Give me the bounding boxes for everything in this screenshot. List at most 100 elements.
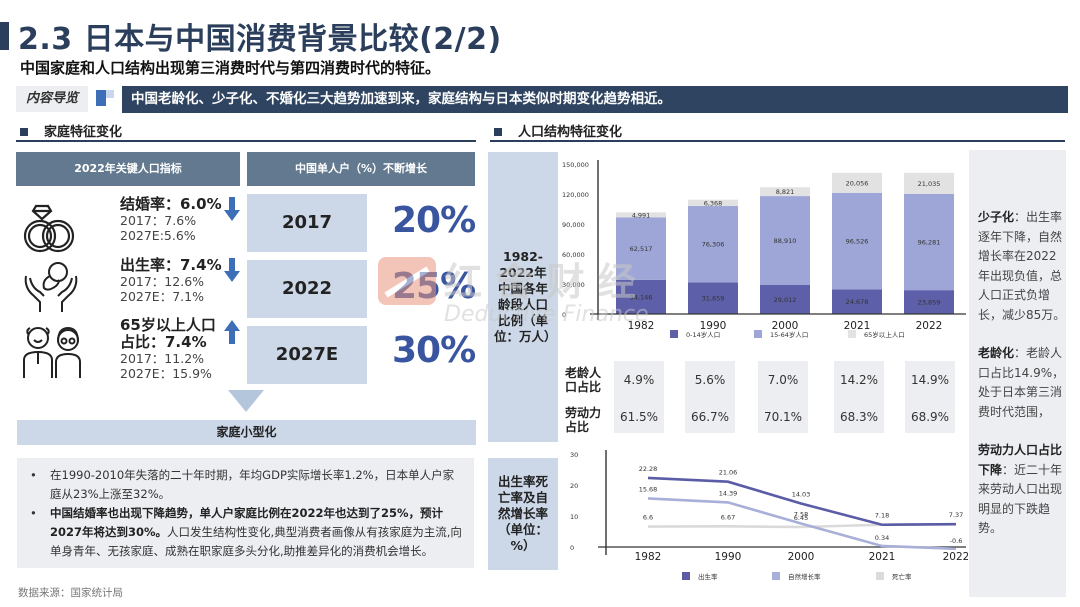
- bar-value-label: 4,991: [632, 211, 651, 219]
- x-tick-label: 2022: [943, 551, 968, 563]
- year-box-2022: 2022: [247, 260, 367, 318]
- legend-label: 出生率: [698, 572, 718, 581]
- pct-2027e: 30%: [392, 330, 476, 371]
- rates-line-chart: 0 10 20 30 6.6 6.67 6.45 15.68 14.39 7.58 0.34 -0.6…: [570, 450, 968, 581]
- x-tick-label: 1990: [700, 320, 727, 332]
- metric-title: 结婚率：6.0%: [120, 195, 222, 213]
- legend-swatch: [682, 572, 690, 580]
- legend-label: 死亡率: [892, 572, 912, 581]
- line-value-label: 0.34: [875, 534, 889, 542]
- note-shaozihua: 少子化：出生率逐年下降，自然增长率在2022年出现负值，总人口正式负增长，减少8…: [978, 208, 1066, 325]
- page-title: 2.3 日本与中国消费背景比较(2/2): [18, 22, 502, 57]
- y-tick-label: 150,000: [562, 161, 589, 169]
- population-bar-chart: 0 30,000 60,000 90,000 120,000 150,000 34,146 6…: [562, 160, 966, 339]
- note-text: 人口发生结构性变化,典型消费者画像从有孩家庭为主流,向单身青年、无孩家庭、成熟在…: [50, 525, 462, 558]
- year-box-2017: 2017: [247, 194, 367, 252]
- legend-label: 自然增长率: [788, 572, 821, 581]
- birth-rate-metric: 出生率：7.4% 2017：12.6% 2027E：7.1%: [120, 256, 222, 305]
- labor-value: 66.7%: [690, 410, 730, 424]
- x-tick-label: 2021: [844, 320, 871, 332]
- section-title: 人口结构特征变化: [518, 125, 623, 140]
- note-bold: 老龄化: [978, 346, 1015, 360]
- elderly-ratio-metric: 65岁以上人口 占比：7.4% 2017：11.2% 2027E：15.9%: [120, 317, 216, 382]
- labor-row-label: 劳动力占比: [565, 406, 602, 434]
- note-bold: 少子化: [978, 210, 1015, 224]
- y-tick-label: 120,000: [562, 191, 589, 199]
- x-tick-label: 2000: [788, 551, 815, 563]
- guide-banner: 中国老龄化、少子化、不婚化三大趋势加速到来，家庭结构与日本类似时期变化趋势相近。: [122, 86, 1068, 113]
- x-tick-label: 2021: [869, 551, 896, 563]
- note-text: 在1990-2010年失落的二十年时期，年均GDP实际增长率1.2%，日本单人户…: [50, 468, 455, 501]
- line-value-label: 22.28: [639, 465, 658, 473]
- bar-segment: [616, 212, 666, 218]
- book-icon: [96, 90, 114, 106]
- bar-segment: [832, 172, 882, 193]
- bar-value-label: 76,306: [702, 241, 725, 249]
- bar-segment: [904, 290, 954, 314]
- indicators-header: 2022年关键人口指标: [16, 152, 240, 186]
- legend-swatch: [670, 330, 678, 338]
- metric-2027e: 2027E：7.1%: [120, 289, 204, 304]
- stat-cell: [834, 361, 884, 433]
- metric-2017: 2017：12.6%: [120, 274, 205, 289]
- bar-segment: [616, 217, 666, 280]
- y-tick-label: 60,000: [562, 251, 585, 259]
- down-triangle-icon: [228, 390, 264, 412]
- line-value-label: 15.68: [639, 485, 658, 493]
- note-text: ：老龄人口占比14.9%，处于日本第三消费时代范围，: [978, 346, 1065, 419]
- bar-segment: [760, 196, 810, 285]
- bar-segment: [616, 279, 666, 314]
- x-tick-label: 2000: [772, 320, 799, 332]
- side-label-text: 1982-2022年中国各年龄段人口比例（单位：万人）: [494, 249, 557, 344]
- line-value-label: 14.03: [792, 491, 811, 499]
- line-value-label: 14.39: [719, 489, 738, 497]
- line-value-label: 6.45: [794, 514, 808, 522]
- right-notes-panel: 少子化：出生率逐年下降，自然增长率在2022年出现负值，总人口正式负增长，减少8…: [969, 150, 1066, 597]
- bar-value-label: 20,056: [846, 179, 869, 187]
- single-household-header: 中国单人户（%）不断增长: [247, 152, 475, 186]
- line-value-label: 21.06: [719, 469, 738, 477]
- baby-in-hands-icon: [20, 258, 82, 314]
- line-chart-side-label: 出生率死亡率及自然增长率（单位：%）: [488, 458, 558, 570]
- bar-chart-side-label: 1982-2022年中国各年龄段人口比例（单位：万人）: [488, 152, 558, 442]
- line-value-label: 6.6: [643, 514, 653, 522]
- metric-2017: 2017：7.6%: [120, 213, 197, 228]
- aging-value: 7.0%: [767, 373, 799, 387]
- labor-value: 61.5%: [619, 410, 659, 424]
- line-value-label: 7.58: [794, 511, 808, 519]
- y-tick-label: 30: [570, 451, 578, 459]
- x-tick-label: 1982: [635, 551, 662, 563]
- metric-title: 出生率：7.4%: [120, 256, 222, 274]
- aging-value: 4.9%: [623, 373, 655, 387]
- stat-cell: [758, 361, 808, 433]
- note-laolinghua: 老龄化：老龄人口占比14.9%，处于日本第三消费时代范围，: [978, 344, 1066, 422]
- aging-row-label: 老龄人口占比: [565, 366, 602, 394]
- y-tick-label: 0: [562, 311, 566, 319]
- section-divider: [16, 140, 476, 142]
- labor-value: 68.9%: [910, 410, 950, 424]
- year-box-2027e: 2027E: [247, 326, 367, 384]
- line-value-label: 6.67: [721, 513, 735, 521]
- bar-segment: [904, 172, 954, 194]
- labor-value: 70.1%: [763, 410, 803, 424]
- square-bullet-icon: [494, 127, 502, 136]
- note-text: ：近二十年来劳动人口出现明显的下跌趋势。: [978, 462, 1063, 536]
- note-item: 在1990-2010年失落的二十年时期，年均GDP实际增长率1.2%，日本单人户…: [27, 466, 464, 504]
- y-tick-label: 10: [570, 513, 578, 521]
- aging-value: 14.9%: [910, 373, 950, 387]
- section-header-family: 家庭特征变化: [20, 121, 122, 140]
- stat-cell: [685, 361, 735, 433]
- metric-2027e: 2027E：15.9%: [120, 366, 212, 381]
- aging-value: 5.6%: [694, 373, 726, 387]
- bar-segment: [832, 289, 882, 314]
- data-source: 数据来源：国家统计局: [18, 587, 123, 599]
- family-small-banner: 家庭小型化: [17, 420, 476, 445]
- elderly-couple-icon: [20, 322, 82, 378]
- bar-value-label: 88,910: [774, 237, 797, 245]
- bar-value-label: 21,035: [918, 180, 941, 188]
- aging-value: 14.2%: [839, 373, 879, 387]
- bar-value-label: 96,281: [918, 239, 941, 247]
- section-header-population: 人口结构特征变化: [494, 121, 622, 140]
- stat-cell: [614, 361, 664, 433]
- square-bullet-icon: [20, 127, 28, 136]
